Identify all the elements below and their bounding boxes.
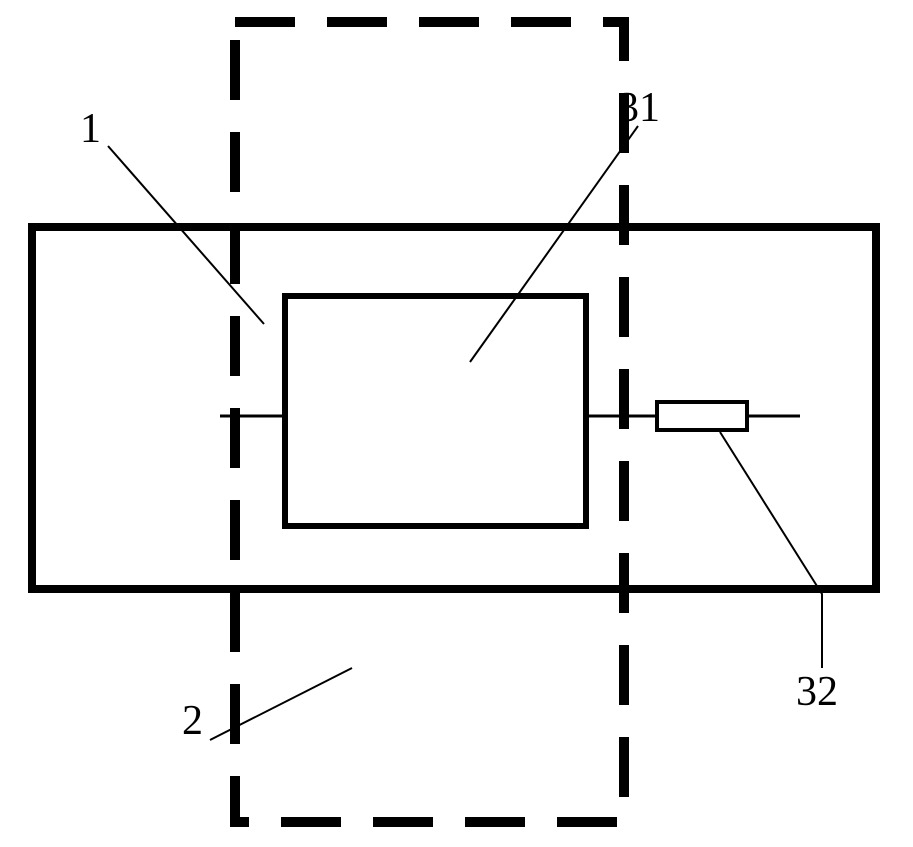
inner-rectangle	[282, 293, 589, 529]
label-32: 32	[796, 668, 838, 716]
label-2: 2	[182, 697, 203, 745]
label-31: 31	[618, 84, 660, 132]
diagram-canvas: 1 31 32 2	[0, 0, 913, 847]
small-rectangle	[655, 400, 749, 432]
label-1: 1	[80, 105, 101, 153]
leader-2	[210, 668, 352, 740]
